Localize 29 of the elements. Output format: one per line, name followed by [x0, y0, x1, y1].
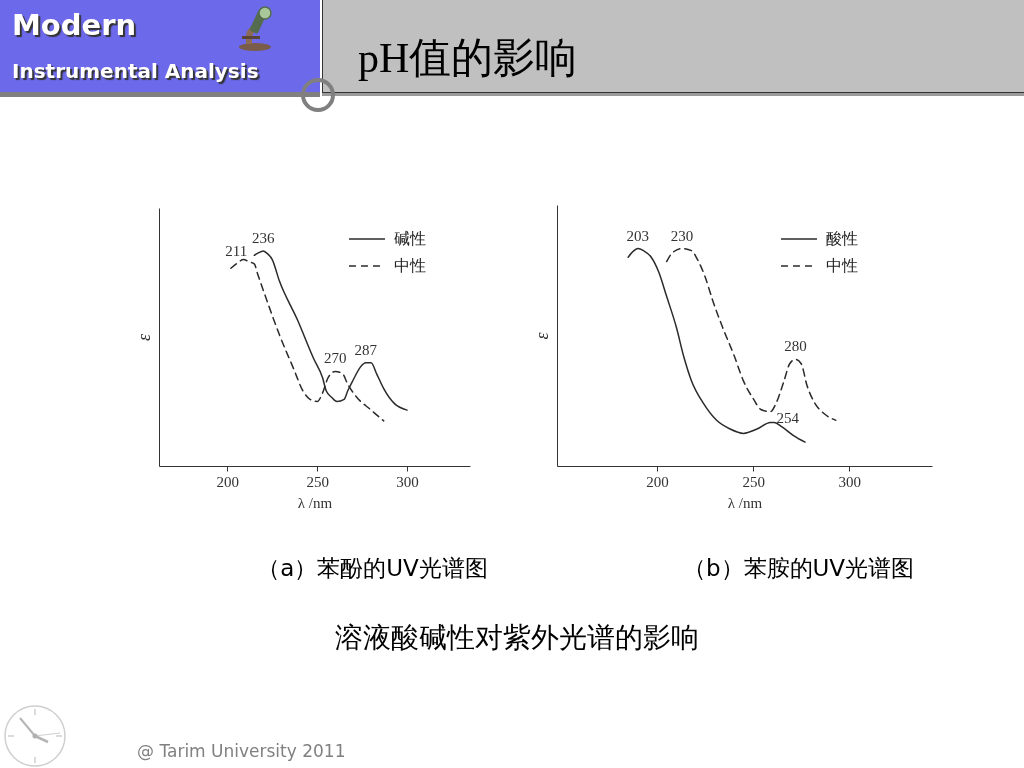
annotation: 236 — [252, 230, 276, 246]
x-tick-label: 300 — [838, 473, 862, 490]
annotation: 211 — [225, 242, 248, 259]
x-axis-title: λ /nm — [297, 494, 333, 511]
text: （a）苯酚的UV光谱图 — [257, 555, 488, 581]
text: 溶液酸碱性对紫外光谱的影响 — [335, 621, 699, 655]
x-axis-title: λ /nm — [727, 494, 763, 511]
annotation: 254 — [776, 410, 800, 427]
x-tick-label: 250 — [306, 473, 329, 490]
text: （b）苯胺的UV光谱图 — [682, 555, 915, 581]
annotation: 280 — [784, 338, 807, 355]
legend-label: 中性 — [826, 256, 858, 275]
text: Instrumental Analysis — [12, 58, 259, 84]
x-tick-label: 250 — [742, 473, 765, 490]
text: Modern — [12, 8, 137, 43]
x-tick-label: 200 — [216, 473, 240, 490]
annotation: 287 — [354, 341, 378, 358]
y-axis-title: ε — [133, 333, 154, 342]
annotation: 230 — [670, 227, 694, 244]
legend-label: 酸性 — [826, 229, 858, 248]
x-tick-label: 300 — [396, 473, 419, 490]
x-tick-label: 200 — [646, 473, 669, 490]
text: @ Tarim University 2011 — [137, 740, 346, 763]
annotation: 203 — [626, 227, 650, 244]
legend-label: 中性 — [394, 256, 426, 275]
y-axis-title: ε — [531, 331, 552, 340]
text: pH值的影响 — [358, 34, 578, 83]
annotation: 270 — [323, 350, 347, 367]
legend-label: 碱性 — [394, 229, 426, 248]
